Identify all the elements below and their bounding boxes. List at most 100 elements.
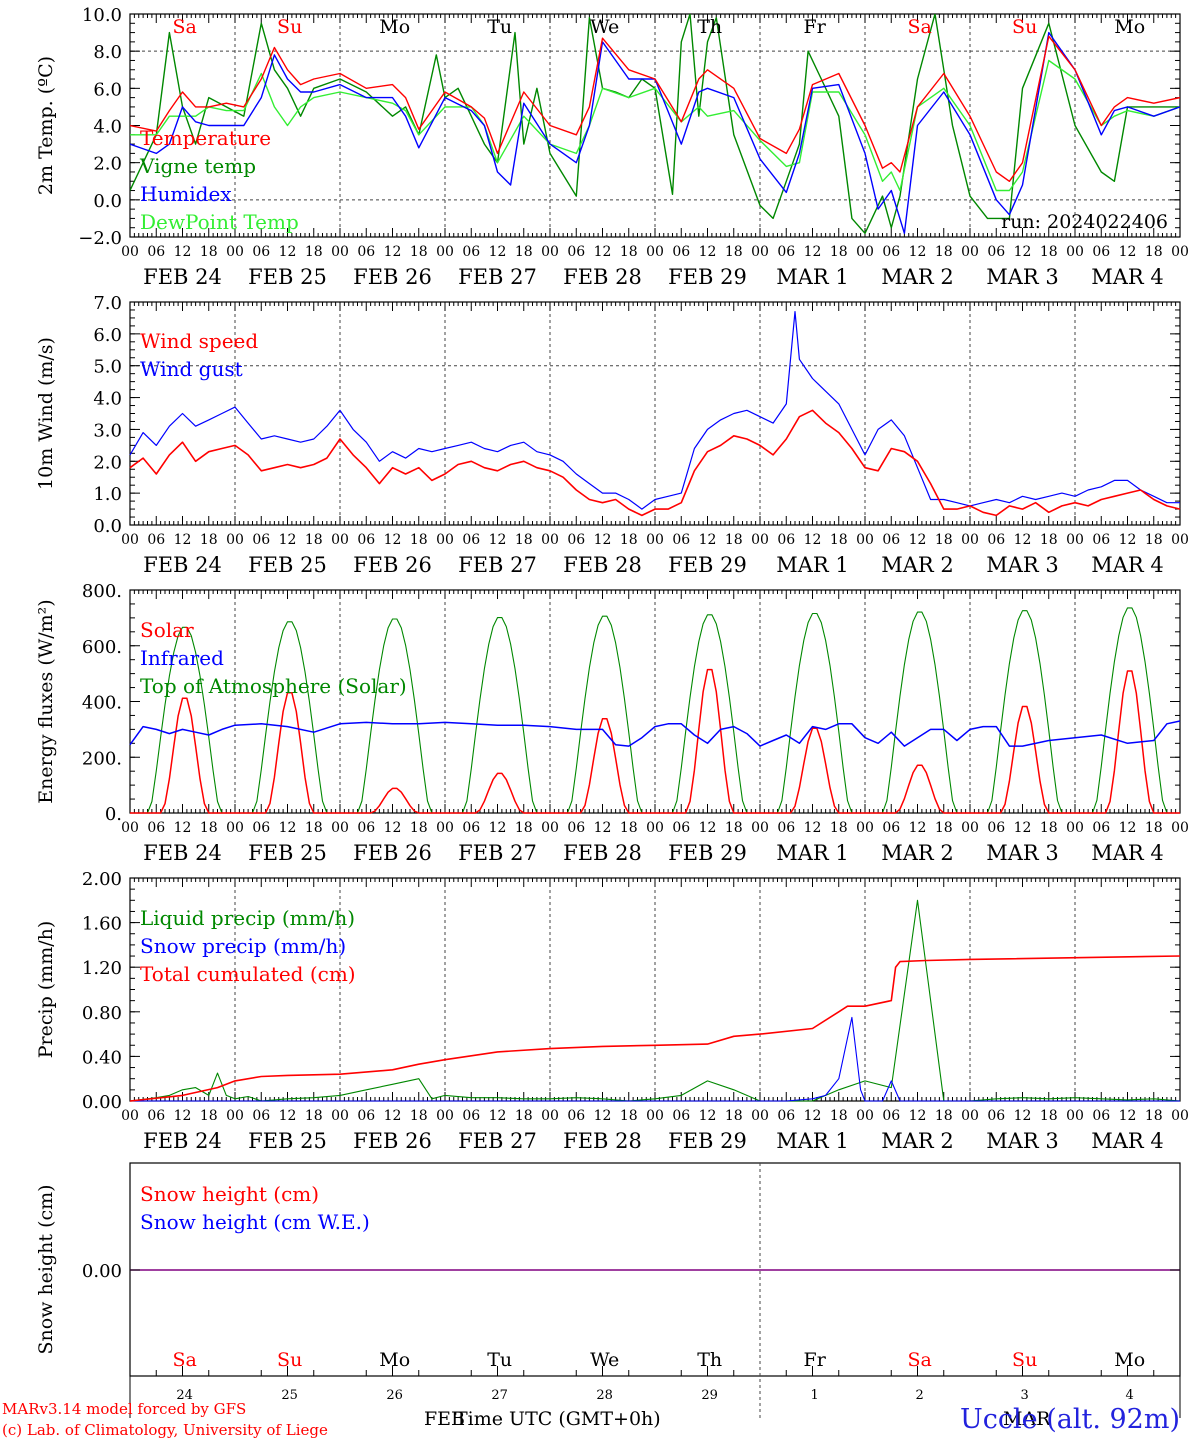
hour-tick-label: 12 [1119,1108,1137,1124]
hour-tick-label: 18 [515,1108,533,1124]
date-label: FEB 28 [563,265,642,289]
legend-entry: Snow precip (mm/h) [140,934,346,958]
date-label: FEB 25 [248,553,327,577]
hour-tick-label: 06 [882,820,900,836]
hour-tick-label: 12 [1014,244,1032,260]
date-label: FEB 25 [248,841,327,865]
hour-tick-label: 06 [1092,820,1110,836]
y-tick-label: 1.60 [82,914,122,935]
hour-tick-label: 06 [357,532,375,548]
hour-tick-label: 12 [1119,244,1137,260]
day-number-label: 24 [176,1388,193,1403]
hour-tick-label: 06 [147,532,165,548]
hour-tick-label: 12 [1014,1108,1032,1124]
month-label: FEB [424,1408,465,1430]
hour-tick-label: 00 [1066,820,1084,836]
precip-panel: 2.00 1.60 1.20 0.80 0.40 0.00 Precip (mm/h) 00 0… [35,869,1189,1153]
legend-entry: DewPoint Temp [140,210,299,234]
day-name-label: Su [277,16,302,38]
hour-tick-label: 00 [751,820,769,836]
hour-tick-label: 06 [882,532,900,548]
hour-tick-label: 00 [1171,1108,1189,1124]
series-line-humidex [130,31,1180,235]
y-axis-label: Precip (mm/h) [35,921,57,1059]
hour-tick-label: 12 [804,1108,822,1124]
hour-tick-label: 12 [489,244,507,260]
hour-tick-label: 12 [804,532,822,548]
day-number-label: 26 [386,1388,403,1403]
hour-tick-label: 12 [594,820,612,836]
hour-tick-label: 00 [1171,820,1189,836]
hour-tick-label: 12 [279,820,297,836]
hour-tick-label: 12 [699,820,717,836]
hour-tick-label: 00 [541,820,559,836]
hour-tick-label: 00 [646,1108,664,1124]
day-name-label: Fr [804,1349,827,1371]
hour-tick-label: 00 [751,1108,769,1124]
y-tick-label: 600. [82,637,122,658]
hour-tick-label: 00 [1066,532,1084,548]
hour-tick-label: 00 [1066,244,1084,260]
hour-tick-label: 06 [252,532,270,548]
footer: MARv3.14 model forced by GFS (c) Lab. of … [2,1400,1180,1439]
wind-panel: 7.0 6.0 5.0 4.0 3.0 2.0 1.0 0.0 10m Wind (m/s) 00… [35,293,1189,577]
date-label: MAR 4 [1091,841,1164,865]
date-label: MAR 3 [986,841,1059,865]
y-tick-label: 2.0 [93,452,122,473]
hour-tick-label: 12 [1014,820,1032,836]
date-label: FEB 29 [668,553,747,577]
hour-tick-label: 06 [147,1108,165,1124]
legend-entry: Total cumulated (cm) [140,962,356,986]
hour-tick-label: 00 [1171,244,1189,260]
hour-tick-label: 00 [331,244,349,260]
date-label: FEB 27 [458,1129,537,1153]
date-label: FEB 25 [248,265,327,289]
date-label: FEB 25 [248,1129,327,1153]
date-label: MAR 1 [776,841,849,865]
hour-tick-label: 00 [541,532,559,548]
y-axis-label: 10m Wind (m/s) [35,337,57,490]
hour-tick-label: 18 [935,1108,953,1124]
y-tick-label: 4.0 [93,389,122,410]
series-line-temperature [130,35,1180,183]
hour-tick-label: 00 [1171,532,1189,548]
day-number-label: 3 [1021,1388,1029,1403]
day-name-label: Su [1012,1349,1037,1371]
legend-entry: Liquid precip (mm/h) [140,906,355,930]
footer-lab-credit: (c) Lab. of Climatology, University of L… [2,1421,328,1439]
hour-tick-label: 06 [777,244,795,260]
date-label: FEB 27 [458,265,537,289]
hour-tick-label: 00 [121,1108,139,1124]
hour-tick-label: 18 [410,532,428,548]
day-number-label: 29 [701,1388,718,1403]
hour-tick-label: 12 [699,1108,717,1124]
energy-panel: 800. 600. 400. 200. 0. Energy fluxes (W/m²) 00… [35,581,1189,865]
hour-tick-label: 12 [174,244,192,260]
hour-tick-label: 00 [436,532,454,548]
date-label: FEB 26 [353,265,432,289]
hour-tick-label: 18 [515,820,533,836]
hour-tick-label: 00 [121,532,139,548]
day-name-label: Fr [804,16,827,38]
hour-tick-label: 18 [200,532,218,548]
day-name-label: We [590,1349,619,1371]
hour-tick-label: 12 [174,532,192,548]
y-tick-label: 0.0 [93,191,122,212]
y-axis-label: Energy fluxes (W/m²) [35,599,57,803]
hour-tick-label: 12 [384,1108,402,1124]
legend-entry: Top of Atmosphere (Solar) [140,674,407,698]
hour-tick-label: 18 [725,820,743,836]
day-name-label: Sa [908,1349,932,1371]
hour-tick-label: 06 [672,244,690,260]
day-name-label: We [590,16,619,38]
hour-tick-label: 12 [1119,532,1137,548]
hour-tick-label: 00 [436,244,454,260]
hour-tick-label: 18 [1040,244,1058,260]
date-label: MAR 1 [776,1129,849,1153]
snow-panel: 0.00 Snow height (cm) Snow height (cm) Snow… [35,1162,1181,1418]
hour-tick-label: 00 [226,532,244,548]
hour-tick-label: 00 [646,820,664,836]
legend-entry: Solar [140,618,194,642]
y-tick-label: 200. [82,748,122,769]
